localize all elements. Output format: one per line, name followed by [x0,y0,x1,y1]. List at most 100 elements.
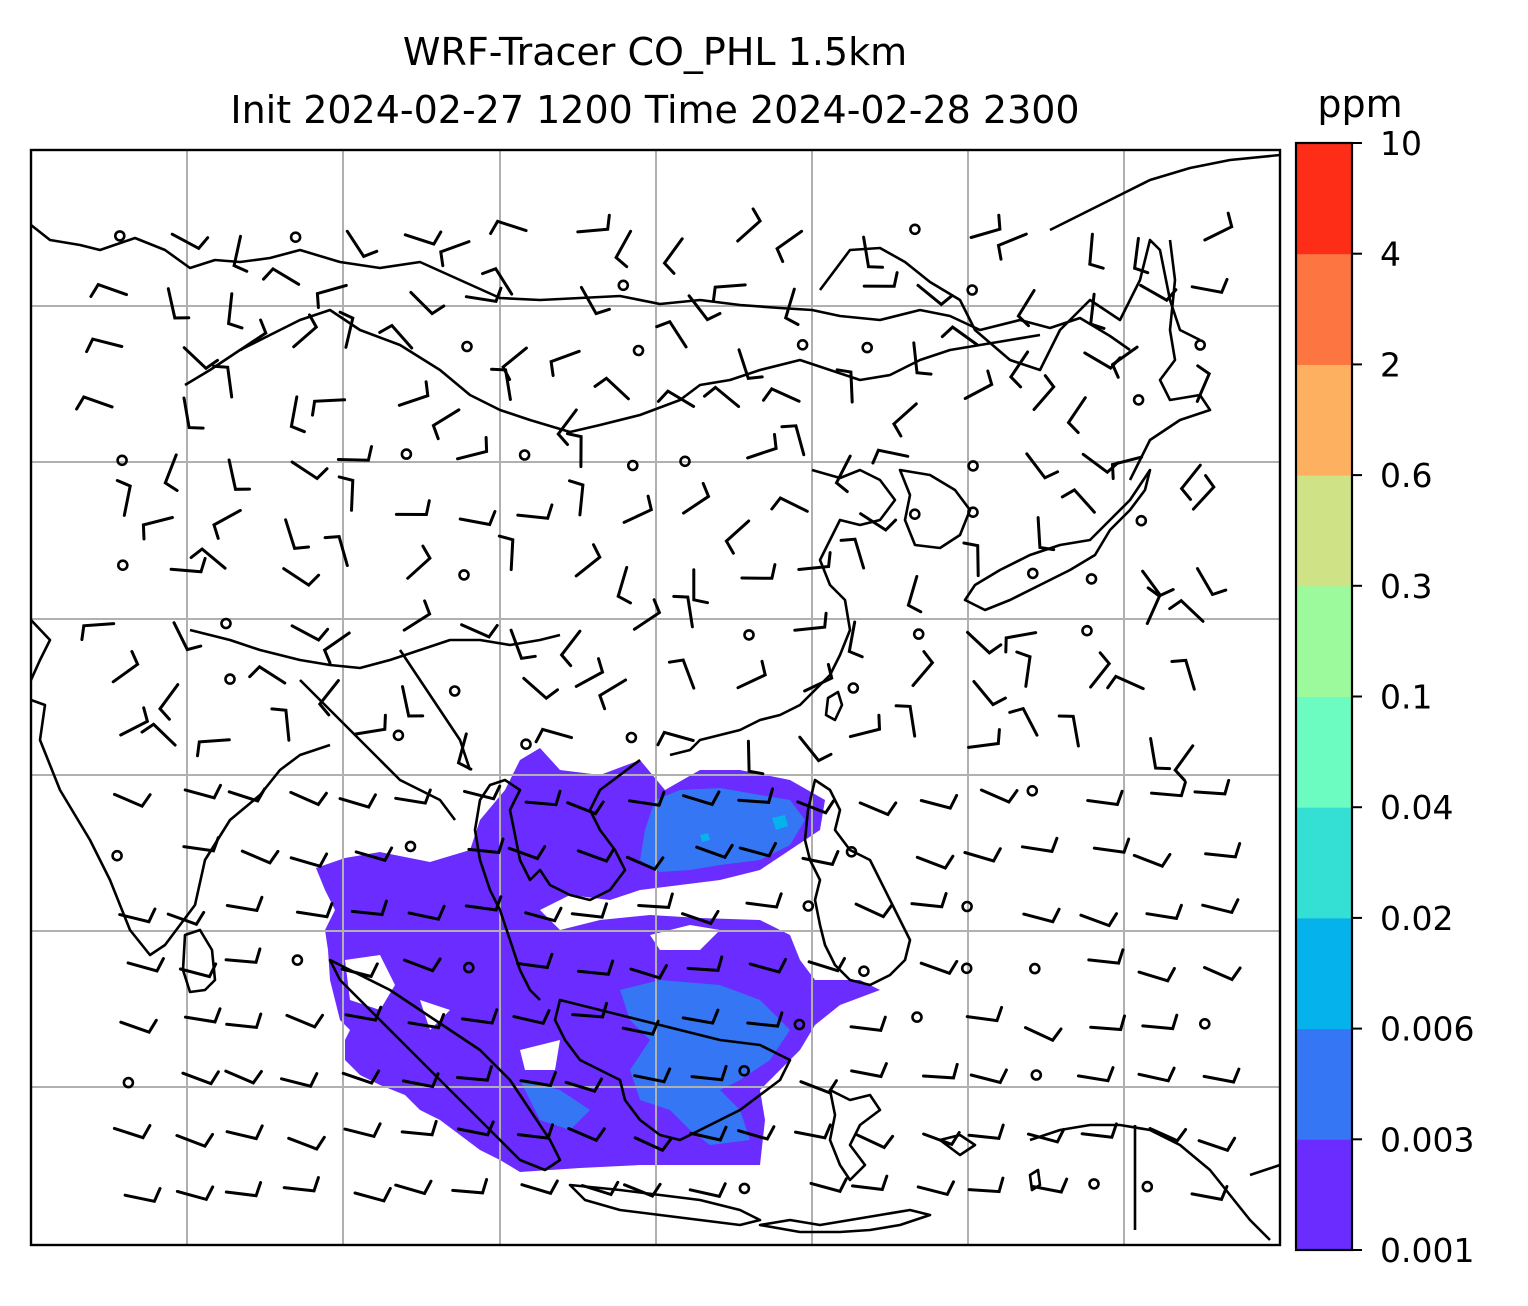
wind-barb [490,367,512,401]
wind-barb [75,395,114,411]
calm-marker [520,738,532,751]
wind-barb [460,623,499,639]
wind-barb [284,518,310,551]
wind-barb [458,510,497,527]
wind-barb [848,713,882,739]
wind-barb [967,728,1001,749]
wind-barb [407,904,446,921]
tracer-plume [316,748,880,1172]
wind-barb [113,792,152,809]
wind-barb [655,319,688,349]
wind-barb [574,657,605,688]
colorbar-unit-label: ppm [1317,82,1403,126]
wind-barb [574,543,602,578]
calm-marker [845,845,858,858]
wind-barb [522,676,559,701]
wind-barb [534,727,573,744]
wind-barb [402,599,432,632]
calm-marker [911,1011,923,1023]
wind-barb [1080,1122,1118,1139]
wind-barb [489,219,528,235]
calm-marker [111,849,123,862]
wind-barb [337,475,355,512]
wind-barb [516,503,554,520]
china-russia-northeast-border [818,238,1201,372]
wind-barb [967,1123,1005,1141]
wind-barb [341,1069,381,1085]
wind-barb [323,535,349,567]
wind-barb [919,794,959,810]
calm-marker [1194,339,1206,351]
wind-barb [967,1176,1005,1194]
wind-barb [1024,1026,1063,1043]
wind-barb [112,1124,152,1140]
colorbar-tick-label: 0.3 [1380,567,1432,606]
colorbar-tick-label: 0.003 [1380,1120,1474,1159]
wind-barb [182,346,219,371]
wind-barb [556,408,578,446]
wind-barb [746,433,778,460]
wind-barb [85,337,124,354]
wind-barb [1088,232,1105,270]
wind-barb [409,290,446,316]
calm-marker [1199,1017,1211,1030]
wind-barb [456,1065,493,1082]
china-east-coast [669,468,897,757]
wind-barb [119,1018,158,1035]
wind-barb [1106,674,1145,691]
wind-barb [1190,1185,1229,1202]
wind-barb [576,847,616,863]
calm-marker [802,900,815,912]
wind-barb [1110,345,1139,379]
colorbar: 0.001 0.003 0.006 0.02 0.04 0.1 0.3 0.6 2 4 10 [1294,124,1474,1270]
korea-coastline [898,468,972,550]
wind-barb [80,622,116,642]
colorbar-tick-label: 0.04 [1380,788,1453,827]
wind-barb [315,283,348,309]
colorbar-swatch [1296,585,1352,697]
wind-barb [656,389,696,408]
wind-barb [225,1012,263,1030]
wind-barb [175,1132,214,1149]
wind-barb [317,679,340,717]
wind-barb [212,508,242,540]
wind-barb [224,1069,263,1085]
wind-barb [793,611,828,632]
wind-barb [1149,737,1172,771]
russia-pacific-coast [1049,153,1280,481]
wind-barb [687,294,722,322]
wind-barb [770,496,809,513]
wind-barb [871,448,910,465]
wind-barb [282,1176,320,1193]
wind-barb [799,1079,838,1095]
colorbar-swatch [1296,143,1352,255]
wind-barb [1087,948,1125,965]
calm-marker [912,628,925,640]
title-line-2: Init 2024-02-27 1200 Time 2024-02-28 230… [230,88,1080,132]
wind-barb [111,650,140,684]
wind-barb [1076,1066,1115,1083]
wind-barb [350,899,388,917]
wind-barb [232,234,249,273]
wind-barb [311,398,347,417]
wind-barb [227,458,251,491]
wind-barb [397,380,430,407]
wind-barb [340,962,379,979]
plume-high-concentration [700,815,788,842]
wind-barb [1173,744,1195,782]
wind-barb [224,1181,263,1198]
wind-barb [906,575,923,614]
calm-marker [909,223,921,236]
calm-marker [796,338,809,351]
wind-barb [566,800,605,816]
calm-marker [114,230,126,242]
wind-barb [182,396,205,430]
wind-barb [336,445,373,462]
wind-barb [633,1067,672,1084]
wind-barb [1004,631,1038,654]
wind-barb [796,799,835,815]
wind-barb [682,790,721,807]
calm-marker [461,340,473,353]
calm-marker [626,459,639,472]
central-asia-borders [31,223,1131,352]
